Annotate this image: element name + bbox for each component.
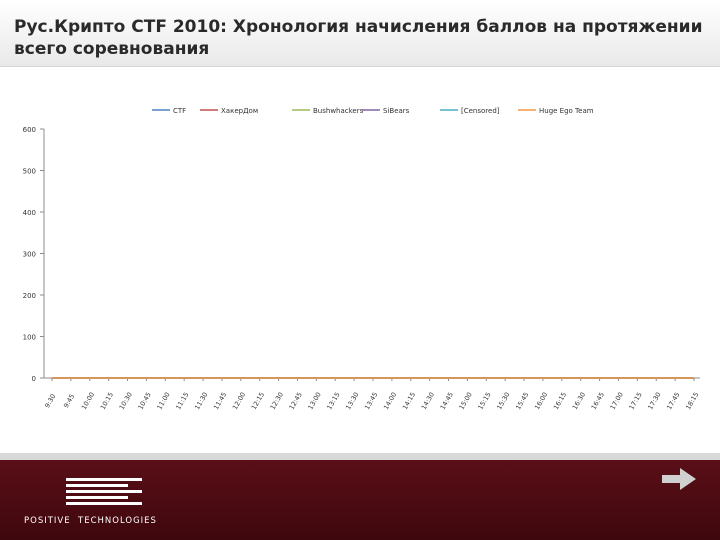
- legend-label: CTF: [173, 107, 186, 115]
- y-tick-label: 100: [23, 334, 36, 342]
- x-tick-label: 17:15: [627, 391, 643, 411]
- footer-divider: [0, 453, 720, 460]
- x-tick-label: 12:30: [269, 391, 285, 411]
- arrow-right-icon[interactable]: [660, 466, 698, 492]
- x-tick-label: 17:00: [609, 391, 625, 411]
- x-tick-label: 9:30: [43, 393, 57, 410]
- y-tick-label: 500: [23, 168, 36, 176]
- x-tick-label: 15:30: [495, 391, 511, 411]
- legend-label: ХакерДом: [221, 107, 258, 115]
- x-tick-label: 15:15: [476, 391, 492, 411]
- x-tick-label: 12:00: [231, 391, 247, 411]
- x-tick-label: 10:15: [99, 391, 115, 411]
- x-tick-label: 16:15: [552, 391, 568, 411]
- x-tick-label: 13:00: [306, 391, 322, 411]
- x-tick-label: 17:30: [646, 391, 662, 411]
- y-tick-label: 300: [23, 251, 36, 259]
- x-tick-label: 13:15: [325, 391, 341, 411]
- x-tick-label: 11:15: [174, 391, 190, 411]
- x-tick-label: 11:00: [155, 391, 171, 411]
- legend-label: Huge Ego Team: [539, 107, 594, 115]
- x-tick-label: 12:15: [250, 391, 266, 411]
- slide-header: Рус.Крипто CTF 2010: Хронология начислен…: [0, 0, 720, 67]
- x-tick-label: 15:45: [514, 391, 530, 411]
- y-tick-label: 400: [23, 209, 36, 217]
- x-tick-label: 10:00: [80, 391, 96, 411]
- x-tick-label: 14:00: [382, 391, 398, 411]
- slide-footer: [0, 460, 720, 540]
- x-tick-label: 15:00: [458, 391, 474, 411]
- x-tick-label: 13:45: [363, 391, 379, 411]
- x-tick-label: 10:45: [137, 391, 153, 411]
- x-tick-label: 16:00: [533, 391, 549, 411]
- y-tick-label: 600: [23, 126, 36, 134]
- company-logo-text: POSITIVE TECHNOLOGIES: [24, 516, 157, 526]
- legend-label: SiBears: [383, 107, 410, 115]
- x-tick-label: 10:30: [118, 391, 134, 411]
- positive-technologies-logo-icon: [66, 478, 142, 510]
- x-tick-label: 11:30: [193, 391, 209, 411]
- x-tick-label: 9:45: [62, 393, 76, 410]
- x-tick-label: 12:45: [288, 391, 304, 411]
- x-tick-label: 11:45: [212, 391, 228, 411]
- x-tick-label: 14:15: [401, 391, 417, 411]
- x-tick-label: 18:15: [684, 391, 700, 411]
- x-tick-label: 14:30: [420, 391, 436, 411]
- x-tick-label: 16:30: [571, 391, 587, 411]
- y-tick-label: 200: [23, 292, 36, 300]
- y-tick-label: 0: [32, 375, 36, 383]
- legend-label: Bushwhackers: [313, 107, 364, 115]
- slide-title: Рус.Крипто CTF 2010: Хронология начислен…: [14, 17, 703, 59]
- x-tick-label: 14:45: [439, 391, 455, 411]
- x-tick-label: 17:45: [665, 391, 681, 411]
- x-tick-label: 13:30: [344, 391, 360, 411]
- legend-label: [Censored]: [461, 107, 500, 115]
- x-tick-label: 16:45: [590, 391, 606, 411]
